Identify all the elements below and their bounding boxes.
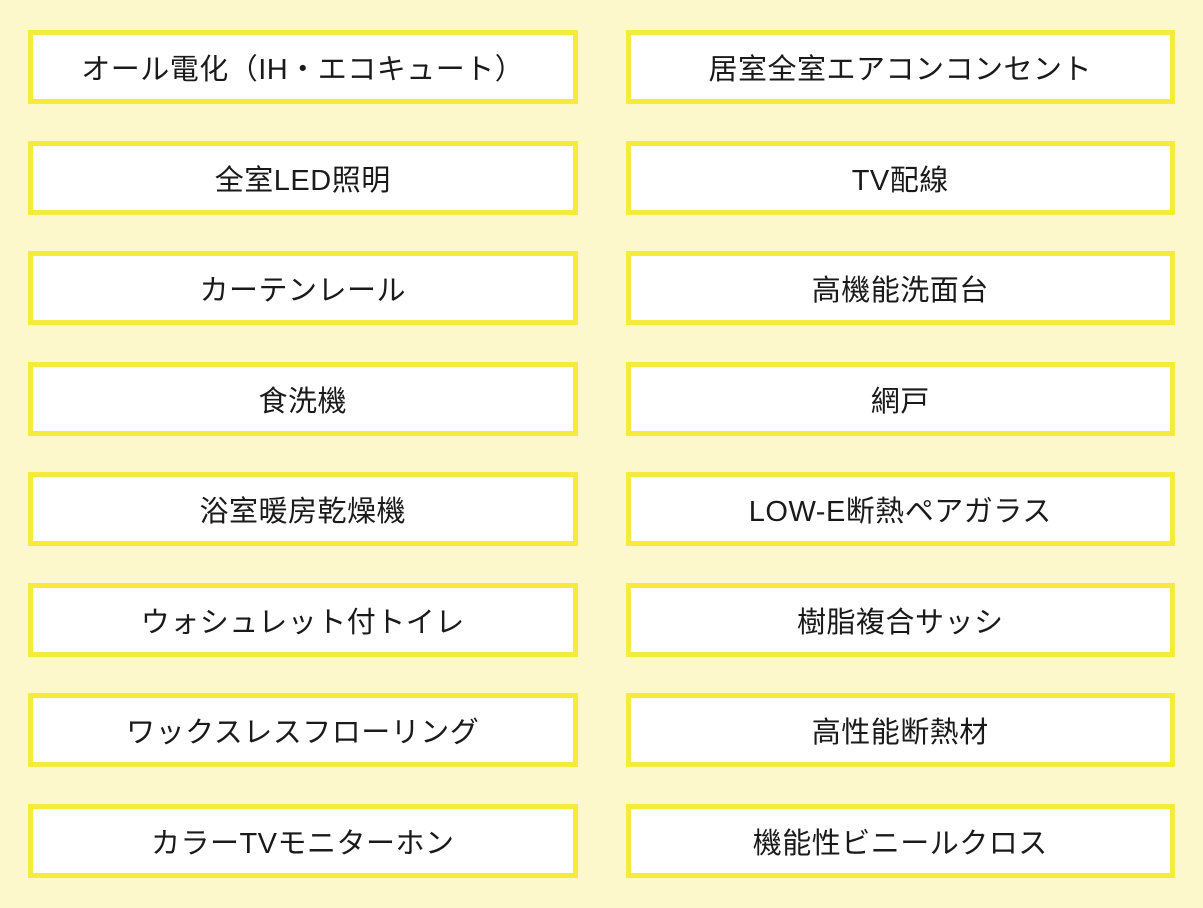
feature-label: ワックスレスフローリング xyxy=(126,709,479,751)
feature-item: ウォシュレット付トイレ xyxy=(28,583,578,657)
feature-label: LOW-E断熱ペアガラス xyxy=(749,488,1052,530)
feature-label: 食洗機 xyxy=(258,378,347,420)
feature-item: LOW-E断熱ペアガラス xyxy=(626,472,1176,546)
feature-label: 浴室暖房乾燥機 xyxy=(199,488,406,530)
feature-item: 高性能断熱材 xyxy=(626,693,1176,767)
feature-label: 高機能洗面台 xyxy=(812,267,989,309)
feature-item: TV配線 xyxy=(626,141,1176,215)
feature-label: TV配線 xyxy=(852,157,949,199)
feature-label: カーテンレール xyxy=(199,267,406,309)
feature-item: 樹脂複合サッシ xyxy=(626,583,1176,657)
feature-item: 居室全室エアコンコンセント xyxy=(626,30,1176,104)
feature-item: オール電化（IH・エコキュート） xyxy=(28,30,578,104)
feature-list-page: オール電化（IH・エコキュート） 居室全室エアコンコンセント 全室LED照明 T… xyxy=(0,0,1203,908)
feature-label: オール電化（IH・エコキュート） xyxy=(81,46,524,88)
feature-label: 機能性ビニールクロス xyxy=(753,820,1048,862)
feature-label: 高性能断熱材 xyxy=(812,709,989,751)
feature-item: 機能性ビニールクロス xyxy=(626,804,1176,878)
feature-item: 高機能洗面台 xyxy=(626,251,1176,325)
feature-item: 浴室暖房乾燥機 xyxy=(28,472,578,546)
feature-label: 全室LED照明 xyxy=(215,157,391,199)
feature-item: カーテンレール xyxy=(28,251,578,325)
feature-grid: オール電化（IH・エコキュート） 居室全室エアコンコンセント 全室LED照明 T… xyxy=(28,30,1175,878)
feature-item: 網戸 xyxy=(626,362,1176,436)
feature-label: ウォシュレット付トイレ xyxy=(141,599,465,641)
feature-item: 食洗機 xyxy=(28,362,578,436)
feature-label: 網戸 xyxy=(871,378,930,420)
feature-item: ワックスレスフローリング xyxy=(28,693,578,767)
feature-item: 全室LED照明 xyxy=(28,141,578,215)
feature-item: カラーTVモニターホン xyxy=(28,804,578,878)
feature-label: 居室全室エアコンコンセント xyxy=(708,46,1092,88)
feature-label: 樹脂複合サッシ xyxy=(797,599,1004,641)
feature-label: カラーTVモニターホン xyxy=(151,820,455,862)
